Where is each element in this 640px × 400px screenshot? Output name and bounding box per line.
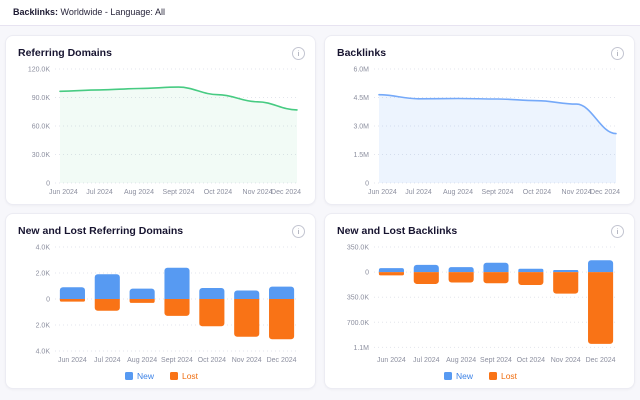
svg-text:Oct 2024: Oct 2024: [204, 189, 233, 196]
svg-text:Dec 2024: Dec 2024: [590, 189, 620, 196]
svg-text:Dec 2024: Dec 2024: [586, 357, 616, 364]
svg-text:1.5M: 1.5M: [353, 152, 369, 159]
svg-text:Jun 2024: Jun 2024: [49, 189, 78, 196]
svg-text:Jul 2024: Jul 2024: [94, 357, 121, 364]
svg-text:Jun 2024: Jun 2024: [58, 357, 87, 364]
svg-text:90.0K: 90.0K: [32, 95, 51, 102]
svg-text:6.0M: 6.0M: [353, 67, 369, 74]
svg-text:350.0K: 350.0K: [347, 245, 370, 252]
svg-text:Aug 2024: Aug 2024: [446, 357, 476, 364]
filter-breadcrumb-bar: Backlinks: Worldwide - Language: All: [0, 0, 640, 26]
svg-text:Jun 2024: Jun 2024: [368, 189, 397, 196]
legend-label: Lost: [500, 371, 518, 381]
info-icon[interactable]: i: [292, 224, 305, 238]
svg-text:Oct 2024: Oct 2024: [523, 189, 552, 196]
svg-text:Jul 2024: Jul 2024: [413, 357, 440, 364]
card-title: New and Lost Backlinks: [337, 225, 458, 237]
svg-text:Aug 2024: Aug 2024: [124, 189, 154, 196]
dashboard-grid: Referring Domains i 120.0K 90.0K 60.0K 30.0…: [0, 26, 640, 395]
card-header: Backlinks i: [337, 44, 624, 62]
svg-text:Dec 2024: Dec 2024: [267, 357, 297, 364]
svg-text:3.0M: 3.0M: [353, 124, 369, 131]
svg-text:Nov 2024: Nov 2024: [232, 357, 262, 364]
svg-text:1.1M: 1.1M: [353, 345, 369, 352]
backlinks-card: Backlinks i 6.0M 4.5M 3.0M 1.5M 0 Jun 2024 Jul…: [324, 35, 635, 205]
card-title: Referring Domains: [18, 47, 112, 59]
new-lost-referring-domains-chart: 4.0K 2.0K 0 2.0K 4.0K Jun 2024 Jul 2024 Aug 202…: [36, 245, 299, 364]
svg-text:30.0K: 30.0K: [32, 152, 51, 159]
svg-text:0: 0: [46, 297, 50, 304]
referring-domains-card: Referring Domains i 120.0K 90.0K 60.0K 30.0…: [5, 35, 316, 205]
legend-swatch-icon: [488, 372, 497, 380]
svg-text:350.0K: 350.0K: [347, 295, 370, 302]
svg-text:2.0K: 2.0K: [36, 323, 51, 330]
svg-text:Jul 2024: Jul 2024: [86, 189, 113, 196]
svg-text:4.0K: 4.0K: [36, 349, 51, 356]
info-icon[interactable]: i: [611, 46, 624, 60]
card-title: Backlinks: [337, 47, 387, 59]
svg-text:Aug 2024: Aug 2024: [127, 357, 157, 364]
breadcrumb-filters: Worldwide - Language: All: [60, 7, 165, 17]
svg-text:120.0K: 120.0K: [28, 67, 51, 74]
legend-label: New: [136, 371, 154, 381]
card-header: Referring Domains i: [18, 44, 305, 62]
svg-text:2.0K: 2.0K: [36, 271, 51, 278]
legend-item-new[interactable]: New: [443, 371, 473, 381]
card-header: New and Lost Backlinks i: [337, 222, 624, 240]
new-lost-referring-domains-card: New and Lost Referring Domains i 4.0K 2.0…: [5, 213, 316, 389]
svg-text:Jun 2024: Jun 2024: [377, 357, 406, 364]
info-icon[interactable]: i: [611, 224, 624, 238]
svg-text:Nov 2024: Nov 2024: [562, 189, 592, 196]
breadcrumb-label: Backlinks:: [13, 7, 59, 17]
legend-item-new[interactable]: New: [124, 371, 154, 381]
card-title: New and Lost Referring Domains: [18, 225, 184, 237]
svg-text:Sept 2024: Sept 2024: [163, 189, 195, 196]
svg-text:Sept 2024: Sept 2024: [482, 189, 514, 196]
svg-text:Nov 2024: Nov 2024: [551, 357, 581, 364]
svg-text:4.5M: 4.5M: [353, 95, 369, 102]
chart-legend: New Lost: [337, 368, 624, 384]
svg-text:Aug 2024: Aug 2024: [443, 189, 473, 196]
svg-text:0: 0: [46, 181, 50, 188]
legend-swatch-icon: [443, 372, 452, 380]
svg-text:Nov 2024: Nov 2024: [243, 189, 273, 196]
chart-legend: New Lost: [18, 368, 305, 384]
svg-text:Oct 2024: Oct 2024: [198, 357, 227, 364]
svg-text:Dec 2024: Dec 2024: [271, 189, 301, 196]
card-header: New and Lost Referring Domains i: [18, 222, 305, 240]
legend-item-lost[interactable]: Lost: [169, 371, 199, 381]
svg-text:60.0K: 60.0K: [32, 124, 51, 131]
legend-swatch-icon: [169, 372, 178, 380]
svg-text:0: 0: [365, 270, 369, 277]
legend-item-lost[interactable]: Lost: [488, 371, 518, 381]
svg-text:Sept 2024: Sept 2024: [480, 357, 512, 364]
svg-text:Oct 2024: Oct 2024: [517, 357, 546, 364]
info-icon[interactable]: i: [292, 46, 305, 60]
svg-text:4.0K: 4.0K: [36, 245, 51, 252]
svg-text:Jul 2024: Jul 2024: [405, 189, 432, 196]
svg-text:Sept 2024: Sept 2024: [161, 357, 193, 364]
svg-text:0: 0: [365, 181, 369, 188]
legend-label: Lost: [181, 371, 199, 381]
svg-text:700.0K: 700.0K: [347, 320, 370, 327]
legend-label: New: [455, 371, 473, 381]
new-lost-backlinks-chart: 350.0K 0 350.0K 700.0K 1.1M Jun 2024 Jul 2024 A…: [347, 245, 618, 364]
legend-swatch-icon: [124, 372, 133, 380]
new-lost-backlinks-card: New and Lost Backlinks i 350.0K 0 350.0K 70…: [324, 213, 635, 389]
